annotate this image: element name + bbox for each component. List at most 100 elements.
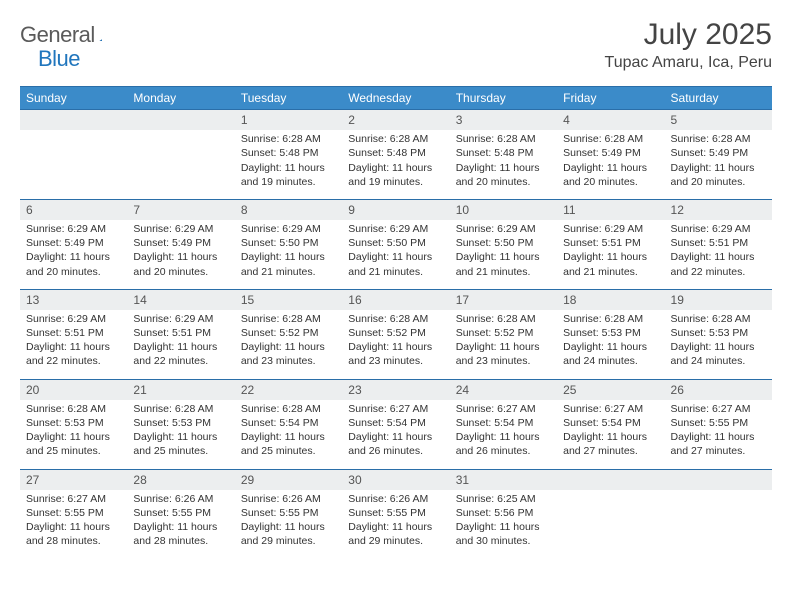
calendar-cell: 14Sunrise: 6:29 AMSunset: 5:51 PMDayligh… — [127, 289, 234, 379]
sunrise-line: Sunrise: 6:28 AM — [563, 313, 643, 325]
day-number — [127, 109, 234, 130]
sunrise-line: Sunrise: 6:27 AM — [348, 403, 428, 415]
day-body: Sunrise: 6:28 AMSunset: 5:52 PMDaylight:… — [235, 310, 342, 379]
daylight-line: Daylight: 11 hours and 20 minutes. — [563, 162, 647, 188]
sunset-line: Sunset: 5:49 PM — [26, 237, 104, 249]
calendar-cell: 4Sunrise: 6:28 AMSunset: 5:49 PMDaylight… — [557, 109, 664, 199]
calendar-cell: 23Sunrise: 6:27 AMSunset: 5:54 PMDayligh… — [342, 379, 449, 469]
logo-part1: General — [20, 22, 95, 48]
daylight-line: Daylight: 11 hours and 21 minutes. — [348, 251, 432, 277]
calendar-cell: 31Sunrise: 6:25 AMSunset: 5:56 PMDayligh… — [450, 469, 557, 559]
daylight-line: Daylight: 11 hours and 22 minutes. — [133, 341, 217, 367]
logo-sail-icon — [99, 28, 102, 42]
weekday-header: Sunday — [20, 87, 127, 110]
day-number: 4 — [557, 109, 664, 130]
day-number: 29 — [235, 469, 342, 490]
daylight-line: Daylight: 11 hours and 21 minutes. — [456, 251, 540, 277]
calendar-body: 1Sunrise: 6:28 AMSunset: 5:48 PMDaylight… — [20, 109, 772, 558]
daylight-line: Daylight: 11 hours and 23 minutes. — [456, 341, 540, 367]
day-body: Sunrise: 6:25 AMSunset: 5:56 PMDaylight:… — [450, 490, 557, 559]
sunset-line: Sunset: 5:50 PM — [241, 237, 319, 249]
daylight-line: Daylight: 11 hours and 27 minutes. — [671, 431, 755, 457]
sunset-line: Sunset: 5:52 PM — [348, 327, 426, 339]
sunrise-line: Sunrise: 6:29 AM — [241, 223, 321, 235]
calendar-cell: 11Sunrise: 6:29 AMSunset: 5:51 PMDayligh… — [557, 199, 664, 289]
sunset-line: Sunset: 5:50 PM — [348, 237, 426, 249]
day-body: Sunrise: 6:28 AMSunset: 5:54 PMDaylight:… — [235, 400, 342, 469]
sunrise-line: Sunrise: 6:28 AM — [671, 133, 751, 145]
sunrise-line: Sunrise: 6:25 AM — [456, 493, 536, 505]
day-number: 30 — [342, 469, 449, 490]
day-body: Sunrise: 6:26 AMSunset: 5:55 PMDaylight:… — [342, 490, 449, 559]
sunrise-line: Sunrise: 6:28 AM — [133, 403, 213, 415]
sunrise-line: Sunrise: 6:29 AM — [26, 223, 106, 235]
calendar-cell: 6Sunrise: 6:29 AMSunset: 5:49 PMDaylight… — [20, 199, 127, 289]
calendar-cell: 12Sunrise: 6:29 AMSunset: 5:51 PMDayligh… — [665, 199, 772, 289]
calendar-cell: 21Sunrise: 6:28 AMSunset: 5:53 PMDayligh… — [127, 379, 234, 469]
daylight-line: Daylight: 11 hours and 29 minutes. — [348, 521, 432, 547]
day-number: 19 — [665, 289, 772, 310]
weekday-header: Thursday — [450, 87, 557, 110]
calendar-cell: 3Sunrise: 6:28 AMSunset: 5:48 PMDaylight… — [450, 109, 557, 199]
logo-part2: Blue — [38, 46, 80, 71]
day-number: 11 — [557, 199, 664, 220]
day-number: 9 — [342, 199, 449, 220]
day-number: 26 — [665, 379, 772, 400]
location: Tupac Amaru, Ica, Peru — [605, 54, 772, 72]
daylight-line: Daylight: 11 hours and 20 minutes. — [133, 251, 217, 277]
day-number: 15 — [235, 289, 342, 310]
calendar-cell: 22Sunrise: 6:28 AMSunset: 5:54 PMDayligh… — [235, 379, 342, 469]
day-number: 27 — [20, 469, 127, 490]
sunrise-line: Sunrise: 6:28 AM — [348, 133, 428, 145]
calendar-cell: 25Sunrise: 6:27 AMSunset: 5:54 PMDayligh… — [557, 379, 664, 469]
daylight-line: Daylight: 11 hours and 21 minutes. — [563, 251, 647, 277]
calendar-row: 1Sunrise: 6:28 AMSunset: 5:48 PMDaylight… — [20, 109, 772, 199]
calendar-cell: 10Sunrise: 6:29 AMSunset: 5:50 PMDayligh… — [450, 199, 557, 289]
calendar-cell: 30Sunrise: 6:26 AMSunset: 5:55 PMDayligh… — [342, 469, 449, 559]
calendar-cell — [665, 469, 772, 559]
day-body — [557, 490, 664, 544]
calendar-cell: 24Sunrise: 6:27 AMSunset: 5:54 PMDayligh… — [450, 379, 557, 469]
weekday-header: Monday — [127, 87, 234, 110]
day-number: 18 — [557, 289, 664, 310]
day-body — [665, 490, 772, 544]
sunrise-line: Sunrise: 6:27 AM — [456, 403, 536, 415]
day-body: Sunrise: 6:27 AMSunset: 5:55 PMDaylight:… — [665, 400, 772, 469]
sunset-line: Sunset: 5:53 PM — [26, 417, 104, 429]
sunset-line: Sunset: 5:50 PM — [456, 237, 534, 249]
sunrise-line: Sunrise: 6:27 AM — [671, 403, 751, 415]
day-body: Sunrise: 6:28 AMSunset: 5:52 PMDaylight:… — [342, 310, 449, 379]
sunrise-line: Sunrise: 6:29 AM — [671, 223, 751, 235]
weekday-row: SundayMondayTuesdayWednesdayThursdayFrid… — [20, 87, 772, 110]
calendar-cell: 2Sunrise: 6:28 AMSunset: 5:48 PMDaylight… — [342, 109, 449, 199]
sunrise-line: Sunrise: 6:28 AM — [348, 313, 428, 325]
sunrise-line: Sunrise: 6:29 AM — [563, 223, 643, 235]
daylight-line: Daylight: 11 hours and 22 minutes. — [671, 251, 755, 277]
day-body: Sunrise: 6:26 AMSunset: 5:55 PMDaylight:… — [127, 490, 234, 559]
day-body: Sunrise: 6:28 AMSunset: 5:48 PMDaylight:… — [450, 130, 557, 199]
day-number: 2 — [342, 109, 449, 130]
day-body: Sunrise: 6:27 AMSunset: 5:55 PMDaylight:… — [20, 490, 127, 559]
sunset-line: Sunset: 5:51 PM — [133, 327, 211, 339]
day-number: 31 — [450, 469, 557, 490]
day-number: 24 — [450, 379, 557, 400]
day-body: Sunrise: 6:28 AMSunset: 5:49 PMDaylight:… — [665, 130, 772, 199]
sunset-line: Sunset: 5:49 PM — [671, 147, 749, 159]
day-number: 10 — [450, 199, 557, 220]
daylight-line: Daylight: 11 hours and 20 minutes. — [456, 162, 540, 188]
sunset-line: Sunset: 5:55 PM — [133, 507, 211, 519]
day-number: 13 — [20, 289, 127, 310]
sunset-line: Sunset: 5:55 PM — [241, 507, 319, 519]
day-number: 16 — [342, 289, 449, 310]
sunrise-line: Sunrise: 6:28 AM — [671, 313, 751, 325]
day-number: 23 — [342, 379, 449, 400]
day-body: Sunrise: 6:27 AMSunset: 5:54 PMDaylight:… — [557, 400, 664, 469]
sunset-line: Sunset: 5:53 PM — [671, 327, 749, 339]
daylight-line: Daylight: 11 hours and 25 minutes. — [26, 431, 110, 457]
sunrise-line: Sunrise: 6:29 AM — [26, 313, 106, 325]
day-body: Sunrise: 6:29 AMSunset: 5:51 PMDaylight:… — [127, 310, 234, 379]
sunset-line: Sunset: 5:56 PM — [456, 507, 534, 519]
day-body: Sunrise: 6:29 AMSunset: 5:50 PMDaylight:… — [342, 220, 449, 289]
day-number: 28 — [127, 469, 234, 490]
sunset-line: Sunset: 5:51 PM — [26, 327, 104, 339]
